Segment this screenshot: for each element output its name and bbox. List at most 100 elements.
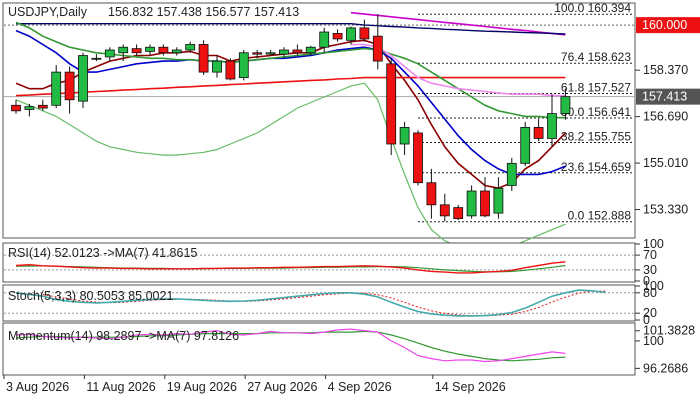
- candle: [386, 58, 397, 156]
- indicator-tick-label: 20: [643, 306, 657, 320]
- time-tick-label: 14 Sep 2026: [435, 380, 506, 394]
- candle-body: [118, 46, 129, 54]
- fib-label: 100.0 160.394: [554, 1, 631, 15]
- fib-label: 50.0 156.641: [561, 105, 631, 119]
- candle: [64, 66, 75, 114]
- rsi-panel-frame: [2, 242, 636, 283]
- indicator-tick-label: 101.3828: [643, 324, 695, 338]
- time-axis: 3 Aug 2026 11 Aug 2026 19 Aug 2026 27 Aug 2…: [3, 375, 506, 394]
- price-tick-label: 153.330: [643, 203, 688, 217]
- candle: [198, 40, 209, 75]
- candle-body: [426, 182, 437, 206]
- indicator-tick-label: 96.2686: [643, 361, 688, 375]
- price-tick-label: 155.010: [643, 156, 688, 170]
- main-panel-frame: [2, 2, 636, 239]
- indicator-tick-label: 0: [643, 274, 650, 288]
- candle-body: [11, 104, 21, 112]
- stoch-lines: [4, 289, 634, 317]
- candle: [51, 65, 62, 109]
- candle: [493, 177, 504, 219]
- candle-body: [37, 104, 48, 109]
- current-price-tag-label: 157.413: [642, 90, 687, 104]
- momentum-lines: [15, 328, 566, 363]
- candle: [413, 130, 423, 186]
- moving-average-line: [15, 29, 566, 176]
- candle-body: [332, 33, 343, 40]
- candle: [225, 58, 236, 81]
- candle: [145, 44, 155, 56]
- candle: [332, 29, 343, 42]
- moving-average-line: [350, 11, 566, 36]
- candle: [346, 26, 356, 45]
- candle: [279, 47, 289, 57]
- moving-average-line: [16, 23, 566, 35]
- candle-body: [78, 55, 88, 102]
- candle-body: [346, 27, 356, 41]
- candle: [319, 27, 330, 53]
- candle-body: [145, 46, 155, 52]
- moving-average-line: [351, 43, 566, 97]
- time-tick-label: 27 Aug 2026: [247, 380, 317, 394]
- price-tags: 160.000 157.413: [636, 17, 700, 105]
- main-panel: 100.0 160.394 76.4 158.623 61.8 157.527 50.…: [2, 1, 700, 253]
- main-header-symbol: USDJPY,Daily: [8, 5, 88, 19]
- candle-body: [64, 71, 75, 101]
- momentum-panel-frame: [2, 322, 636, 376]
- ref-price-tag-label: 160.000: [642, 18, 687, 32]
- candles: [11, 14, 571, 222]
- moving-average-line: [15, 39, 566, 190]
- candle-body: [252, 52, 263, 55]
- rsi-lines: [4, 254, 634, 274]
- indicator-tick-label: 100: [643, 279, 664, 293]
- candle: [560, 88, 571, 120]
- candle: [252, 50, 263, 59]
- candle: [91, 54, 102, 62]
- candle-body: [225, 60, 236, 80]
- price-tick-label: 158.370: [643, 63, 688, 77]
- time-tick-label: 3 Aug 2026: [6, 380, 69, 394]
- candle-body: [547, 113, 557, 139]
- indicator-tick-label: 100: [643, 237, 664, 251]
- candle: [399, 121, 410, 156]
- candle-body: [319, 31, 330, 48]
- candle-body: [104, 49, 115, 58]
- candle: [238, 50, 249, 81]
- time-tick-label: 4 Sep 2026: [328, 380, 392, 394]
- candle: [533, 119, 544, 142]
- candle: [104, 47, 115, 62]
- candle-body: [386, 63, 397, 145]
- momentum-line: [15, 328, 566, 363]
- candle-body: [493, 187, 504, 214]
- candle-body: [480, 190, 490, 217]
- candle-body: [158, 46, 169, 54]
- candle-body: [51, 71, 62, 106]
- ref-price-tag-bg: [636, 17, 700, 34]
- candle: [480, 177, 490, 218]
- candle: [547, 94, 557, 147]
- candle: [24, 103, 35, 117]
- moving-average-line: [15, 76, 566, 97]
- candle: [520, 121, 531, 167]
- candle: [453, 204, 464, 221]
- current-price-tag: 157.413: [636, 88, 700, 105]
- candle-body: [91, 57, 102, 60]
- candle-body: [131, 48, 142, 54]
- candle-body: [359, 27, 370, 40]
- stoch-k-line: [15, 289, 606, 317]
- candle-body: [533, 127, 544, 139]
- candle: [185, 41, 196, 53]
- candle-body: [185, 44, 196, 51]
- candle-body: [372, 35, 383, 62]
- candle-body: [265, 52, 276, 55]
- momentum-header: Momentum(14) 98.2897 ->MA(7) 97.8126: [8, 329, 239, 343]
- indicator-tick-label: 100: [643, 334, 664, 348]
- candle: [11, 99, 21, 114]
- candle: [426, 168, 437, 219]
- indicator-tick-label: 30: [643, 263, 657, 277]
- fib-label: 23.6 154.659: [561, 160, 631, 174]
- candle-body: [292, 49, 303, 54]
